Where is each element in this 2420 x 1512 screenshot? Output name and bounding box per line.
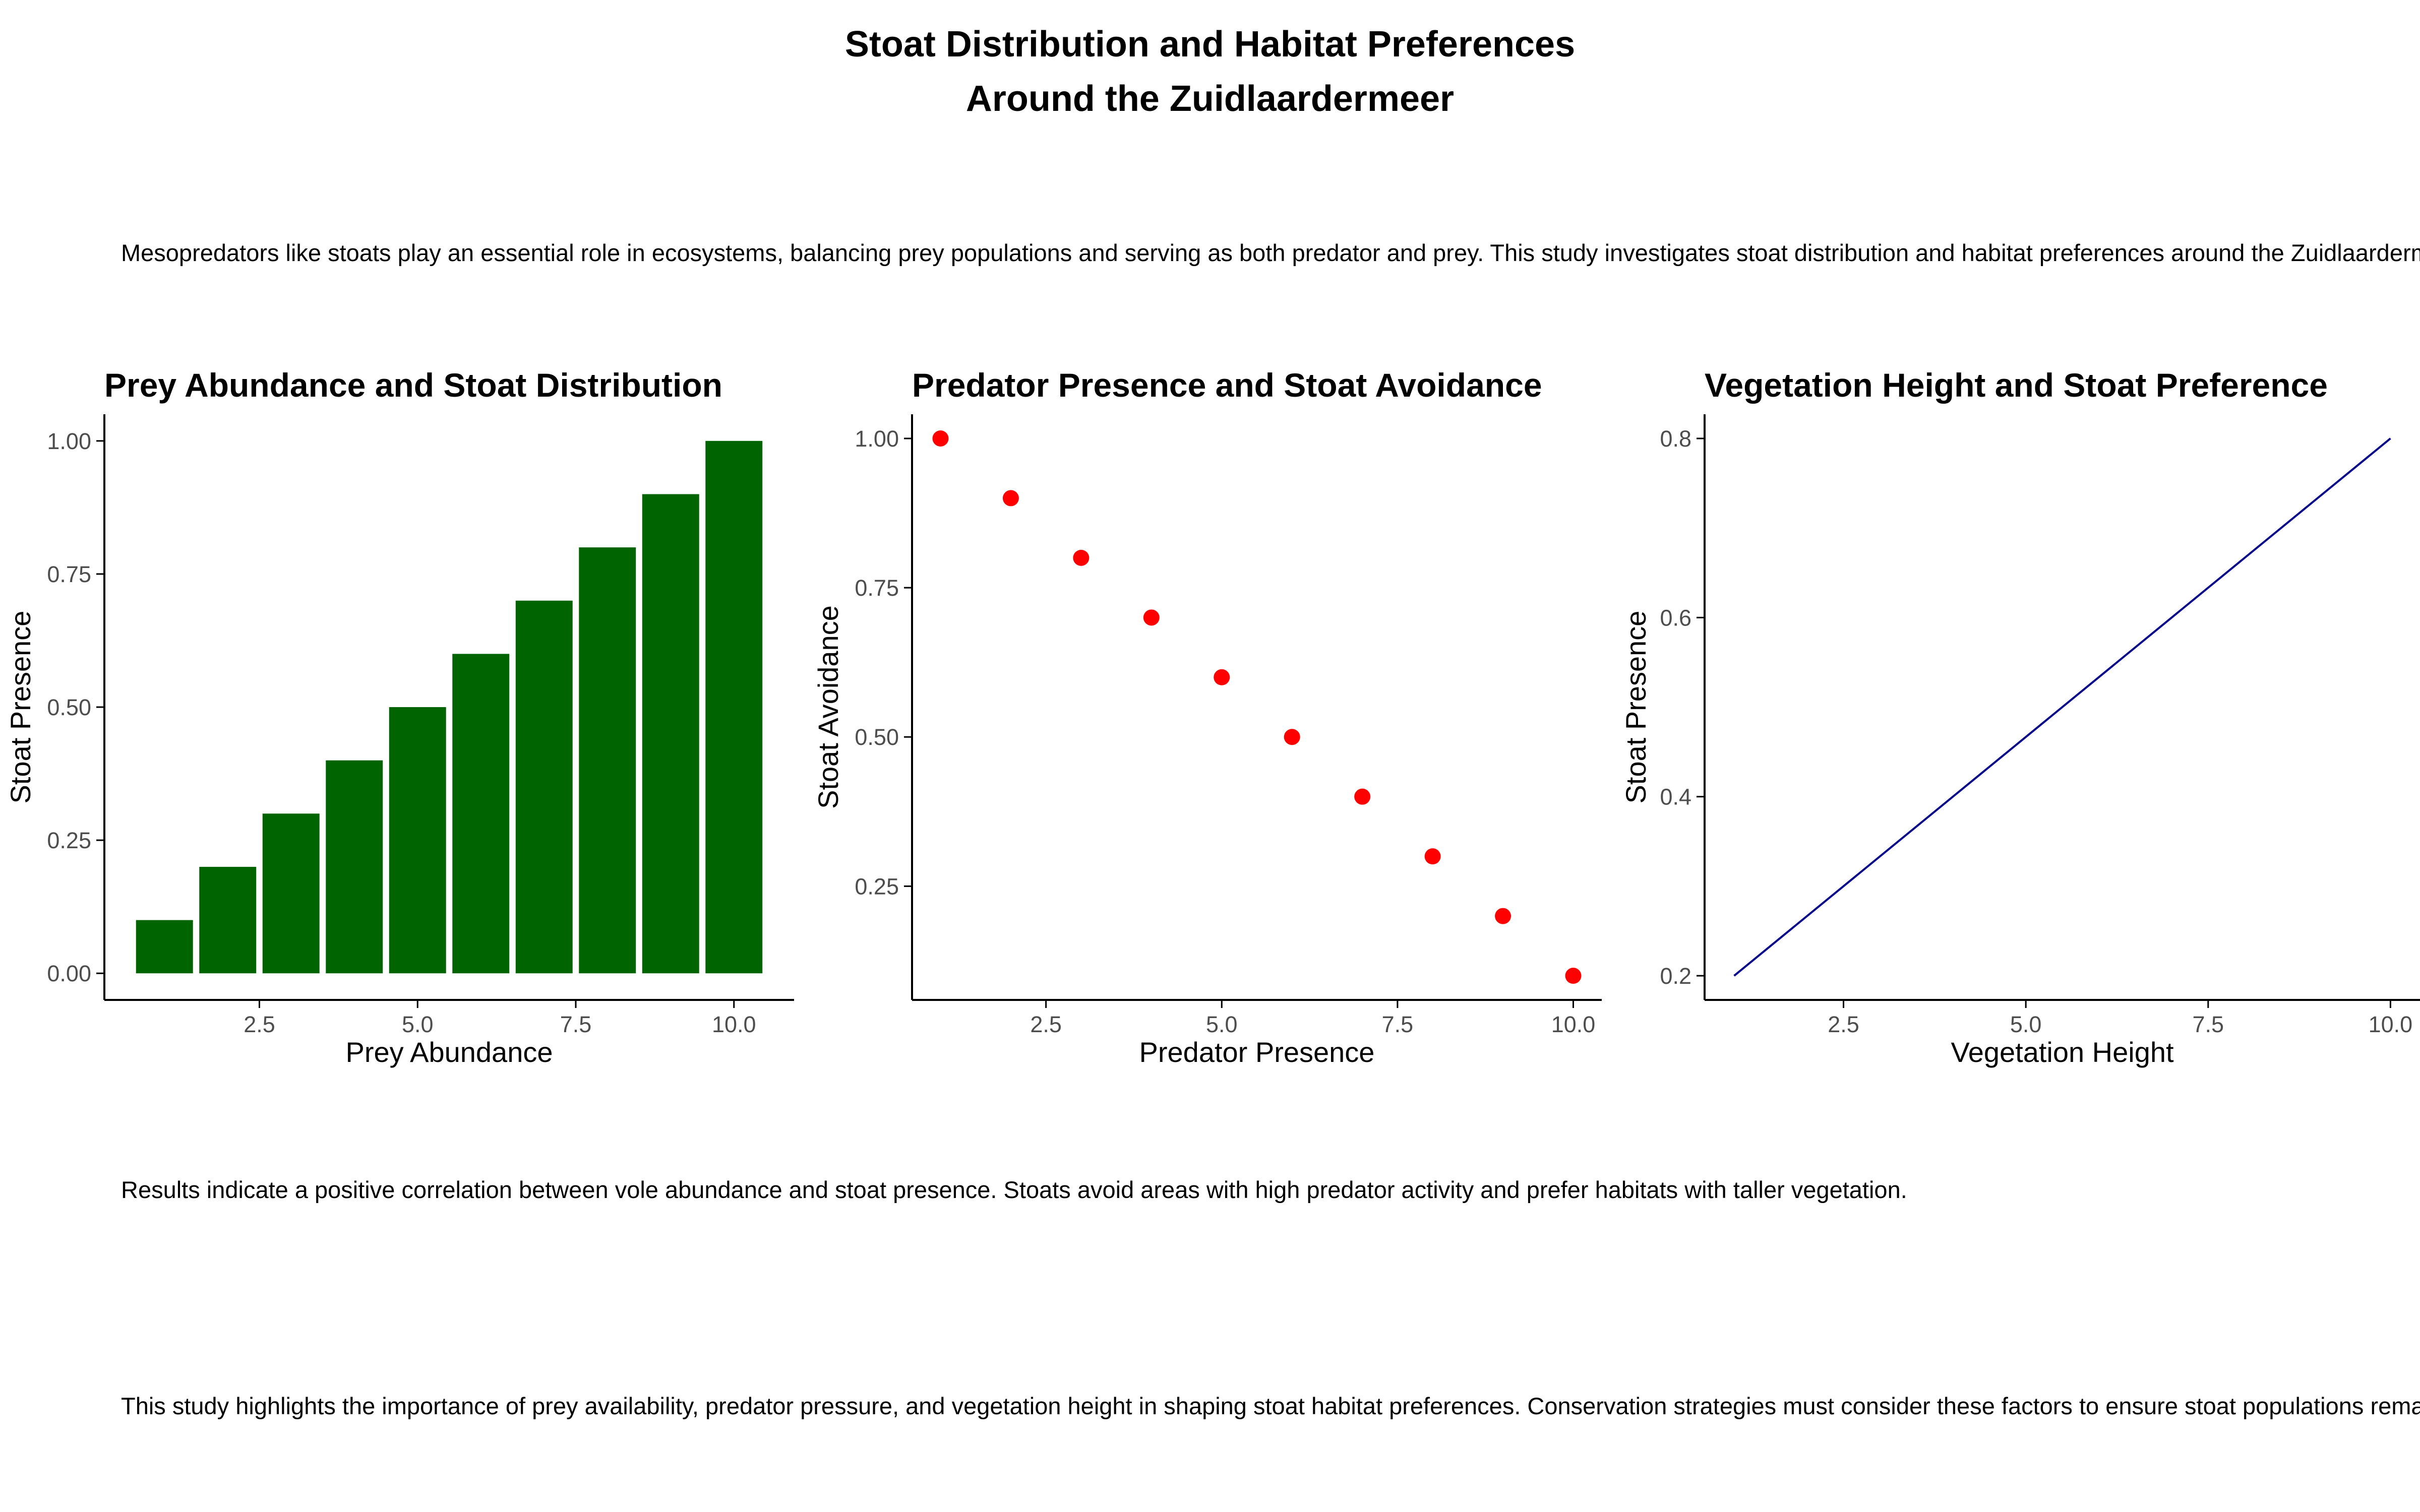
bar [326,760,383,974]
x-tick-label: 5.0 [2010,1012,2042,1037]
x-tick-label: 5.0 [402,1012,434,1037]
x-tick-label: 10.0 [2369,1012,2413,1037]
y-tick-label: 0.50 [855,724,899,750]
x-axis-label: Predator Presence [1139,1036,1375,1068]
y-tick-label: 0.4 [1660,784,1691,810]
y-axis-label: Stoat Avoidance [812,605,844,809]
y-tick-label: 0.50 [47,695,91,720]
chart-title: Vegetation Height and Stoat Preference [1705,366,2328,404]
y-tick-label: 1.00 [855,426,899,452]
y-tick-label: 0.25 [47,828,91,853]
x-tick-label: 10.0 [1551,1012,1596,1037]
y-tick-label: 0.75 [855,575,899,601]
x-axis-label: Vegetation Height [1951,1036,2174,1068]
x-tick-label: 2.5 [1828,1012,1859,1037]
scatter-point [1284,729,1300,745]
x-tick-label: 7.5 [560,1012,592,1037]
y-tick-label: 0.25 [855,873,899,899]
results-paragraph: Results indicate a positive correlation … [121,1176,1907,1203]
chart-title: Predator Presence and Stoat Avoidance [912,366,1542,404]
scatter-point [1073,549,1090,566]
bar [515,600,573,974]
chart-title: Prey Abundance and Stoat Distribution [104,366,722,404]
bar [705,440,763,974]
conclusion-paragraph: This study highlights the importance of … [121,1393,2420,1419]
x-tick-label: 2.5 [244,1012,275,1037]
scatter-point [1495,908,1511,924]
intro-paragraph: Mesopredators like stoats play an essent… [121,239,2420,266]
y-axis-label: Stoat Presence [1620,611,1652,804]
y-tick-label: 0.2 [1660,963,1691,989]
scatter-point [1143,609,1160,626]
x-tick-label: 5.0 [1206,1012,1238,1037]
y-tick-label: 0.8 [1660,426,1691,452]
x-tick-label: 2.5 [1030,1012,1062,1037]
bar [579,547,636,974]
x-tick-label: 7.5 [2193,1012,2224,1037]
x-tick-label: 7.5 [1382,1012,1414,1037]
scatter-point [1354,788,1371,805]
figure-title-line-2: Around the Zuidlaardermeer [965,79,1455,119]
series-line [1733,437,2391,977]
bar [262,813,320,974]
y-tick-label: 0.00 [47,961,91,986]
bar [452,654,510,974]
scatter-point [1424,848,1441,865]
y-axis-label: Stoat Presence [5,611,36,804]
scatter-point [932,430,949,447]
scatter-point [1565,968,1582,984]
bar [642,494,699,974]
y-tick-label: 0.6 [1660,605,1691,631]
bar [199,866,257,974]
bar [136,920,193,974]
bar [389,707,446,974]
x-tick-label: 10.0 [712,1012,756,1037]
scatter-point [1002,490,1019,507]
scatter-point [1214,669,1230,685]
x-axis-label: Prey Abundance [346,1036,553,1068]
figure-title-line-1: Stoat Distribution and Habitat Preferenc… [844,24,1576,65]
y-tick-label: 0.75 [47,561,91,587]
y-tick-label: 1.00 [47,428,91,454]
